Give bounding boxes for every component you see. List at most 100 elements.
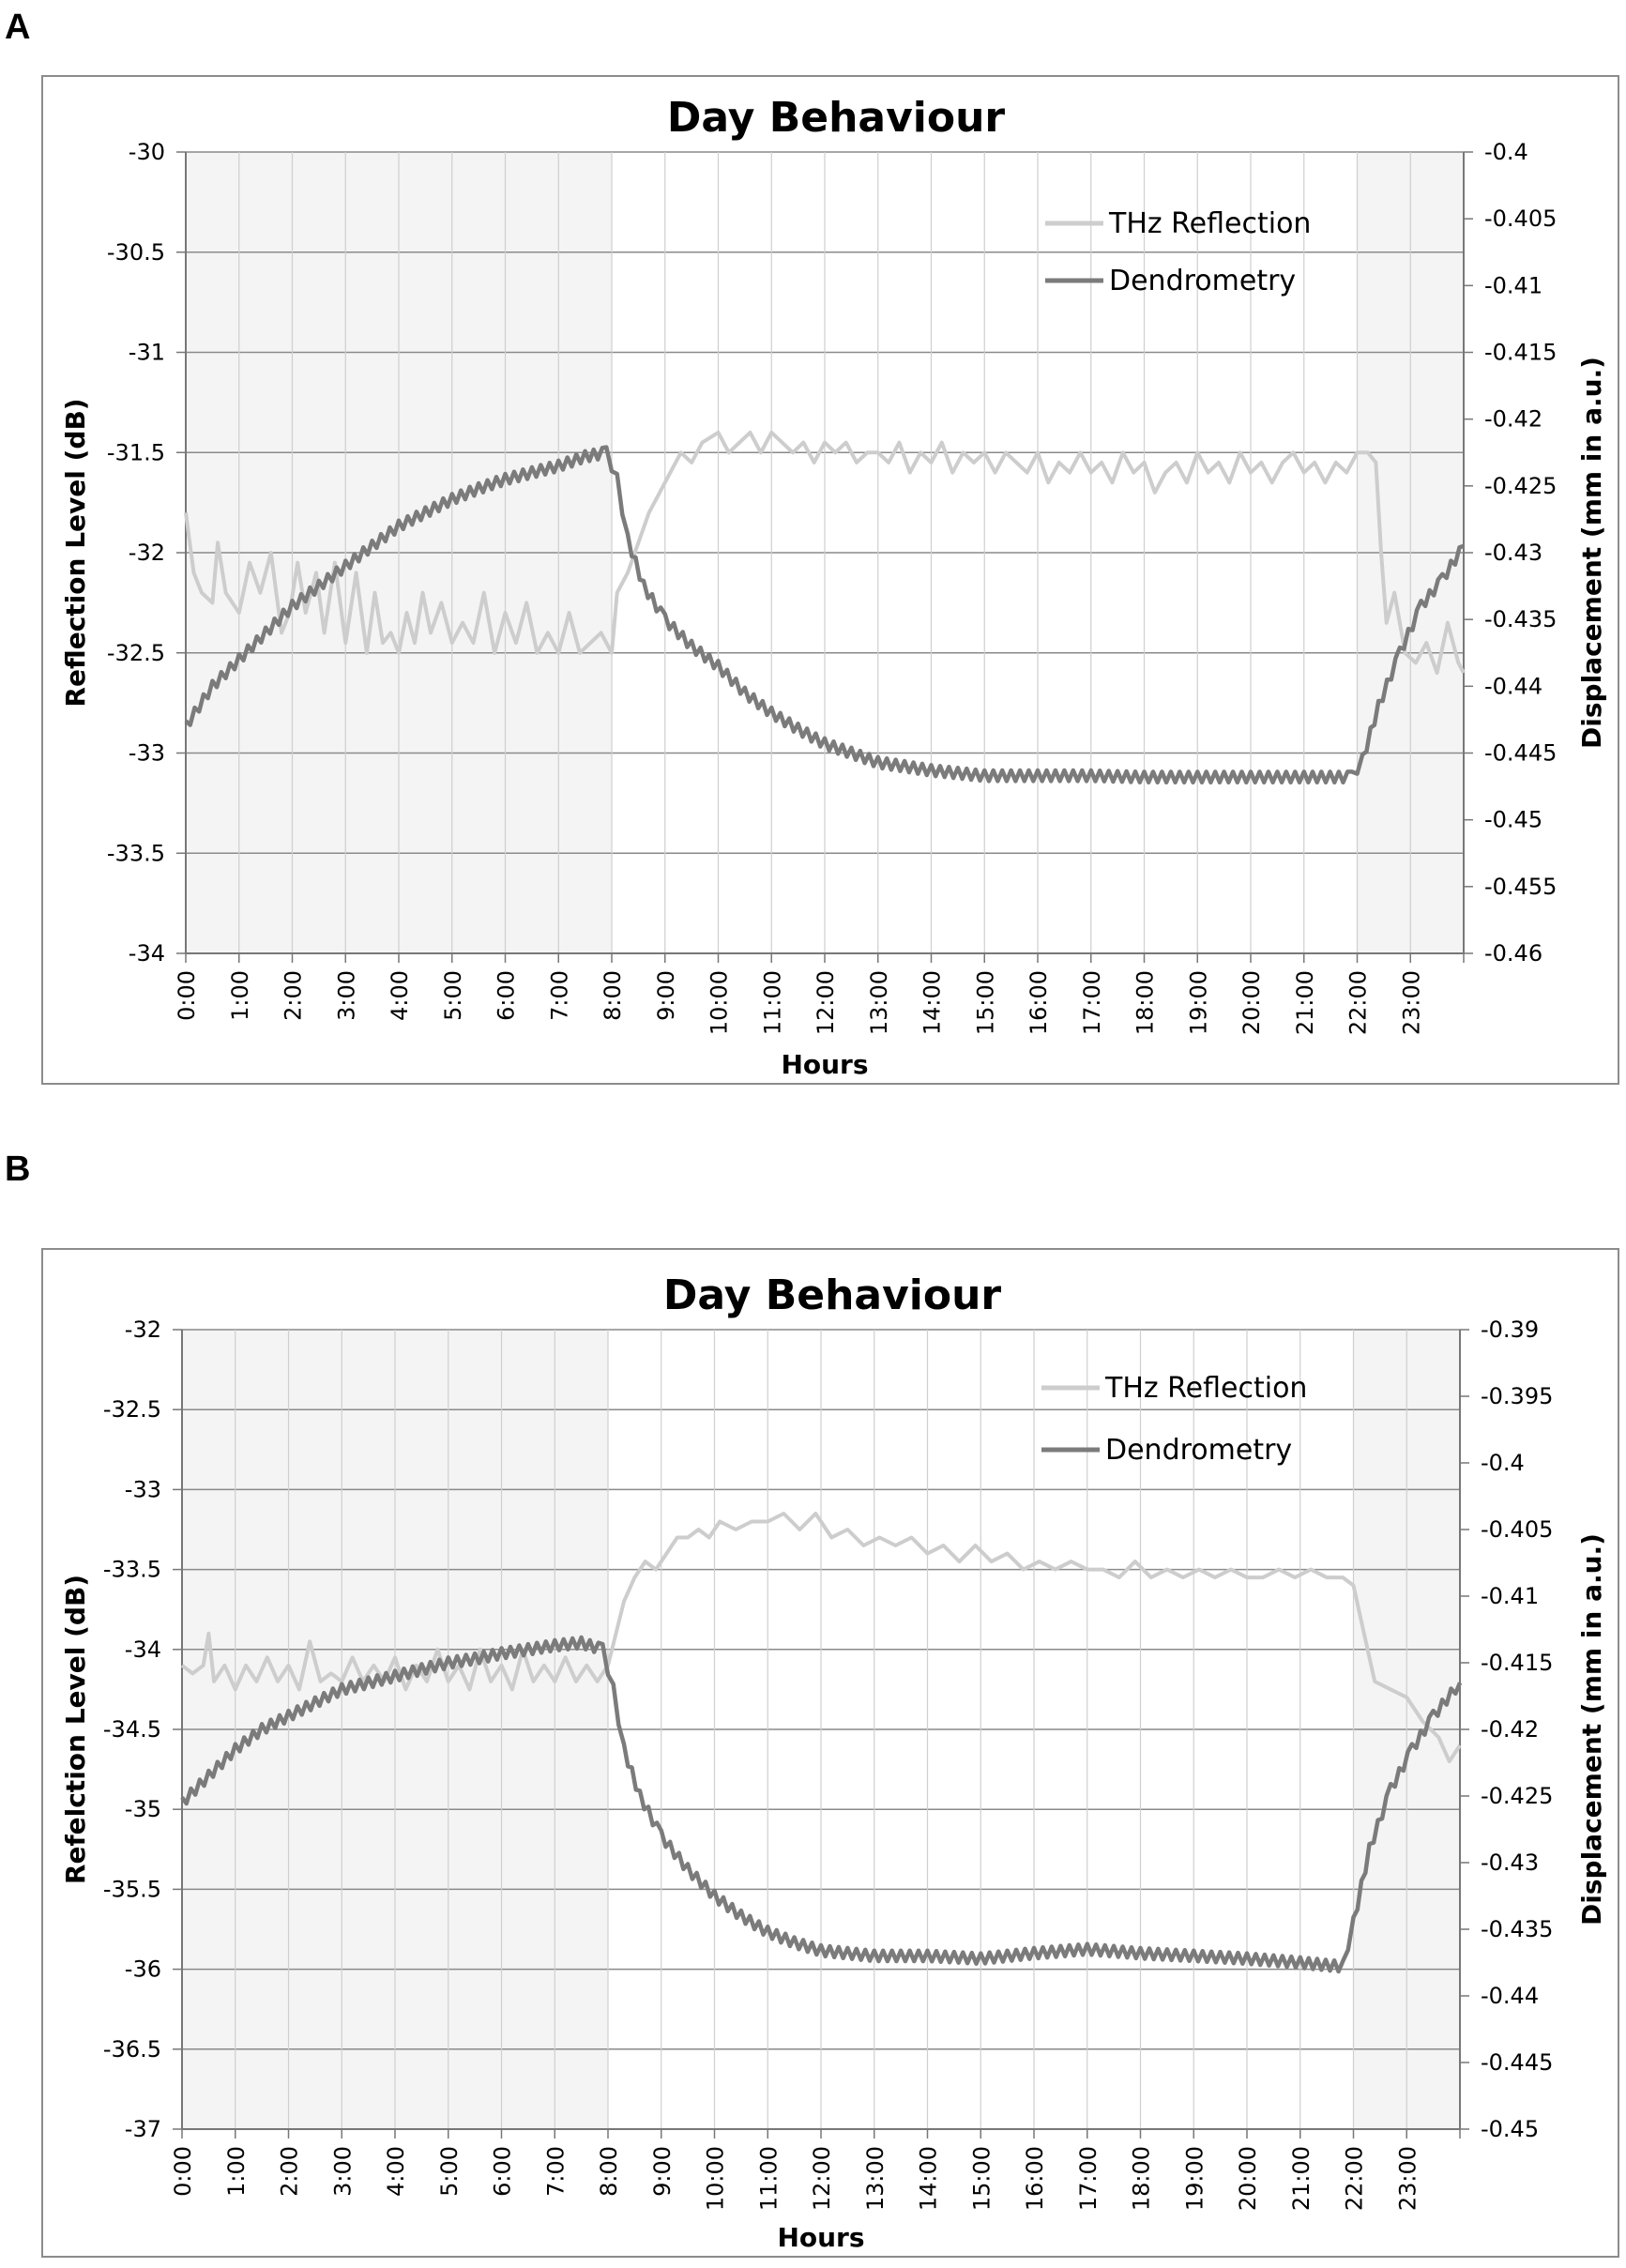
legend-label-dendrometry: Dendrometry [1109,265,1296,297]
y-tick-label: -31 [129,340,165,366]
y2-axis-label: Displacement (mm in a.u.) [1576,357,1607,749]
x-tick-label: 7:00 [546,970,572,1021]
legend-label-thz: THz Reflection [1108,207,1311,240]
y2-tick-label: -0.415 [1481,1650,1553,1676]
y2-tick-label: -0.445 [1481,2049,1553,2076]
x-axis-label: Hours [777,2222,864,2253]
y-tick-label: -32.5 [103,1396,161,1423]
x-tick-label: 4:00 [387,970,413,1021]
x-tick-label: 6:00 [494,970,520,1021]
x-tick-label: 6:00 [490,2146,516,2197]
chart-title: Day Behaviour [663,1271,1002,1319]
y2-tick-label: -0.42 [1481,1716,1539,1743]
y2-tick-label: -0.45 [1484,807,1542,833]
x-tick-label: 8:00 [600,970,626,1021]
x-tick-label: 13:00 [862,2146,889,2211]
y2-tick-label: -0.435 [1481,1916,1553,1942]
x-tick-label: 9:00 [649,2146,676,2197]
x-tick-label: 0:00 [170,2146,196,2197]
x-tick-label: 2:00 [281,970,307,1021]
y2-tick-label: -0.44 [1484,673,1542,699]
y-tick-label: -32 [125,1317,161,1343]
y-tick-label: -36.5 [103,2036,161,2063]
y-axis-label: Reflection Level (dB) [60,398,91,707]
y-axis-label: Refelction Level (dB) [60,1575,91,1884]
x-tick-label: 5:00 [440,970,466,1021]
y-tick-label: -33 [125,1476,161,1502]
y2-tick-label: -0.395 [1481,1383,1553,1409]
y2-tick-label: -0.45 [1481,2116,1539,2142]
y2-tick-label: -0.46 [1484,940,1542,967]
x-tick-label: 3:00 [329,2146,356,2197]
x-tick-label: 3:00 [333,970,359,1021]
x-tick-label: 21:00 [1288,2146,1314,2211]
dendrometry-series-line [184,445,1465,785]
x-tick-label: 17:00 [1079,970,1105,1035]
legend-label-thz: THz Reflection [1104,1372,1307,1405]
x-tick-label: 5:00 [436,2146,463,2197]
x-tick-label: 16:00 [1022,2146,1048,2211]
x-tick-label: 4:00 [383,2146,409,2197]
y2-tick-label: -0.425 [1484,473,1557,499]
x-tick-label: 18:00 [1132,970,1159,1035]
panel-label-a: A [5,8,31,47]
y-tick-label: -33.5 [103,1557,161,1583]
x-tick-label: 14:00 [919,970,946,1035]
x-tick-label: 9:00 [653,970,679,1021]
x-tick-label: 0:00 [174,970,200,1021]
chart-title: Day Behaviour [667,94,1006,142]
legend-label-dendrometry: Dendrometry [1105,1434,1292,1467]
y-tick-label: -32.5 [107,640,165,666]
y2-tick-label: -0.41 [1484,272,1542,298]
x-tick-label: 1:00 [227,970,253,1021]
x-tick-label: 16:00 [1026,970,1052,1035]
y-tick-label: -34.5 [103,1716,161,1743]
x-tick-label: 13:00 [866,970,892,1035]
y-tick-label: -33 [129,740,165,767]
thz-reflection-series-line [184,430,1466,676]
x-tick-label: 19:00 [1181,2146,1208,2211]
y-tick-label: -36 [125,1956,161,1983]
thz-reflection-series-line [180,1512,1462,1764]
y2-tick-label: -0.43 [1484,540,1542,566]
x-tick-label: 1:00 [223,2146,250,2197]
y2-tick-label: -0.455 [1484,874,1557,900]
y-tick-label: -35 [125,1796,161,1822]
y2-tick-label: -0.405 [1484,205,1557,232]
x-tick-label: 22:00 [1345,970,1372,1035]
y2-tick-label: -0.435 [1484,606,1557,632]
x-tick-label: 21:00 [1292,970,1318,1035]
y2-tick-label: -0.41 [1481,1583,1539,1609]
y-tick-label: -37 [125,2116,161,2142]
x-tick-label: 15:00 [972,970,998,1035]
y2-tick-label: -0.415 [1484,340,1557,366]
x-tick-label: 15:00 [968,2146,995,2211]
y2-tick-label: -0.42 [1484,406,1542,433]
x-tick-label: 11:00 [755,2146,782,2211]
x-tick-label: 20:00 [1235,2146,1261,2211]
y2-tick-label: -0.445 [1484,740,1557,767]
x-tick-label: 23:00 [1394,2146,1421,2211]
x-tick-label: 17:00 [1075,2146,1102,2211]
y2-tick-label: -0.43 [1481,1849,1539,1876]
x-tick-label: 10:00 [707,970,733,1035]
y-tick-label: -31.5 [107,439,165,465]
y-tick-label: -34 [125,1636,161,1663]
chart-a-svg: -30 -30.5 -31 -31.5 -32 -32.5 -33 -33.5 -34 0:00 1… [60,94,1607,1080]
y2-axis-label: Displacement (mm in a.u.) [1576,1533,1607,1926]
y-tick-label: -33.5 [107,840,165,866]
y2-tick-label: -0.44 [1481,1983,1539,2009]
x-tick-label: 12:00 [813,970,839,1035]
x-tick-label: 10:00 [703,2146,729,2211]
x-tick-label: 18:00 [1129,2146,1155,2211]
y-tick-label: -35.5 [103,1876,161,1902]
y-tick-label: -30 [129,139,165,165]
x-tick-label: 8:00 [596,2146,622,2197]
y2-tick-label: -0.39 [1481,1317,1539,1343]
y2-tick-label: -0.405 [1481,1516,1553,1543]
x-tick-label: 23:00 [1398,970,1424,1035]
x-tick-label: 14:00 [916,2146,942,2211]
y2-tick-label: -0.4 [1484,139,1528,165]
y2-tick-label: -0.4 [1481,1450,1525,1476]
